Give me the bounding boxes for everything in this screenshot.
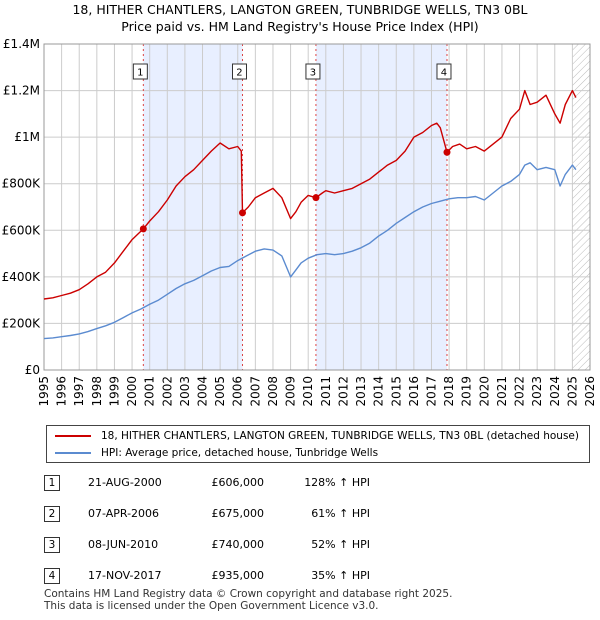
sale-point <box>312 194 320 202</box>
sale-number-label: 2 <box>236 68 242 79</box>
x-tick-label: 2002 <box>160 376 174 407</box>
sale-point <box>139 225 147 233</box>
chart-legend: 18, HITHER CHANTLERS, LANGTON GREEN, TUN… <box>46 425 590 463</box>
sale-date: 17-NOV-2017 <box>88 569 162 582</box>
ownership-highlight-band <box>315 44 447 370</box>
sale-row: 1 21-AUG-2000 £606,000 128% ↑ HPI <box>44 474 444 494</box>
sale-number-box <box>132 63 148 80</box>
chart-title-line-1: 18, HITHER CHANTLERS, LANGTON GREEN, TUN… <box>72 2 528 17</box>
legend-item-property: 18, HITHER CHANTLERS, LANGTON GREEN, TUN… <box>55 428 579 444</box>
x-tick-label: 2025 <box>565 376 579 407</box>
chart-subtitle: Price paid vs. HM Land Registry's House … <box>121 19 479 34</box>
ownership-highlight-band <box>143 44 243 370</box>
x-tick-label: 2023 <box>530 376 544 407</box>
sale-date: 08-JUN-2010 <box>88 538 159 551</box>
sale-row: 4 17-NOV-2017 £935,000 35% ↑ HPI <box>44 567 444 587</box>
sale-hpi-change: 128% ↑ HPI <box>304 476 370 489</box>
sale-row: 3 08-JUN-2010 £740,000 52% ↑ HPI <box>44 536 444 556</box>
sale-number-badge: 3 <box>44 537 60 553</box>
sale-price: £675,000 <box>211 507 265 520</box>
x-tick-label: 2011 <box>319 376 333 407</box>
x-tick-label: 2018 <box>442 376 456 407</box>
y-tick-label: £600K <box>2 223 42 237</box>
x-tick-label: 1997 <box>72 376 86 407</box>
sale-price: £740,000 <box>211 538 265 551</box>
x-tick-label: 2016 <box>407 376 421 407</box>
sale-hpi-change: 35% ↑ HPI <box>311 569 370 582</box>
property-price-line <box>43 89 577 300</box>
y-tick-label: £1.4M <box>3 37 40 51</box>
sale-price: £935,000 <box>211 569 265 582</box>
x-tick-label: 2010 <box>301 376 315 407</box>
projection-hatch-region <box>572 44 590 370</box>
sale-date: 21-AUG-2000 <box>88 476 162 489</box>
x-tick-label: 2006 <box>231 376 245 407</box>
x-tick-label: 2008 <box>266 376 280 407</box>
y-tick-label: £200K <box>2 316 42 330</box>
x-tick-label: 2009 <box>284 376 298 407</box>
x-tick-label: 2013 <box>354 376 368 407</box>
y-tick-label: £0 <box>25 363 40 377</box>
x-tick-label: 2003 <box>178 376 192 407</box>
hpi-line <box>43 162 577 340</box>
sale-number-box <box>305 63 321 80</box>
sale-row: 2 07-APR-2006 £675,000 61% ↑ HPI <box>44 505 444 525</box>
x-tick-label: 2021 <box>495 376 509 407</box>
x-tick-label: 1998 <box>90 376 104 407</box>
sale-number-box <box>436 63 452 80</box>
x-tick-label: 1999 <box>107 376 121 407</box>
sale-number-label: 1 <box>137 68 143 79</box>
sale-price: £606,000 <box>211 476 265 489</box>
y-tick-label: £400K <box>2 270 42 284</box>
footer-copyright: Contains HM Land Registry data © Crown c… <box>44 588 453 600</box>
x-tick-label: 2026 <box>583 376 597 407</box>
sale-number-label: 3 <box>310 68 316 79</box>
sale-number-box <box>231 63 247 80</box>
x-tick-label: 2012 <box>336 376 350 407</box>
x-tick-label: 1996 <box>55 376 69 407</box>
legend-label-property: 18, HITHER CHANTLERS, LANGTON GREEN, TUN… <box>101 430 579 442</box>
x-tick-label: 1995 <box>37 376 51 407</box>
sale-number-badge: 2 <box>44 506 60 522</box>
y-tick-label: £1M <box>14 130 40 144</box>
sale-number-badge: 1 <box>44 475 60 491</box>
sale-hpi-change: 61% ↑ HPI <box>311 507 370 520</box>
legend-swatch-property <box>55 435 91 437</box>
x-tick-label: 2015 <box>389 376 403 407</box>
x-tick-label: 2014 <box>372 376 386 407</box>
legend-item-hpi: HPI: Average price, detached house, Tunb… <box>55 445 378 461</box>
x-tick-label: 2022 <box>513 376 527 407</box>
x-tick-label: 2007 <box>248 376 262 407</box>
x-tick-label: 2020 <box>477 376 491 407</box>
chart-title: 18, HITHER CHANTLERS, LANGTON GREEN, TUN… <box>0 0 600 35</box>
legend-label-hpi: HPI: Average price, detached house, Tunb… <box>101 447 379 459</box>
x-tick-label: 2024 <box>548 376 562 407</box>
x-tick-label: 2004 <box>196 376 210 407</box>
plot-frame <box>43 43 591 371</box>
sale-hpi-change: 52% ↑ HPI <box>311 538 370 551</box>
price-chart: £0 £200K £400K £600K £800K £1M £1.2M £1.4M 1995 1… <box>2 37 597 407</box>
footer-licence: This data is licensed under the Open Gov… <box>44 600 379 612</box>
footer-attribution: Contains HM Land Registry data © Crown c… <box>44 588 452 612</box>
y-tick-label: £800K <box>2 177 42 191</box>
sale-date: 07-APR-2006 <box>88 507 160 520</box>
x-tick-label: 2000 <box>125 376 139 407</box>
x-tick-label: 2019 <box>460 376 474 407</box>
x-tick-label: 2001 <box>143 376 157 407</box>
legend-swatch-hpi <box>55 452 91 454</box>
sale-number-badge: 4 <box>44 568 60 584</box>
sale-point <box>443 148 451 156</box>
x-tick-label: 2005 <box>213 376 227 407</box>
y-tick-label: £1.2M <box>3 84 40 98</box>
sale-number-label: 4 <box>441 68 447 79</box>
sale-point <box>238 209 246 217</box>
x-tick-label: 2017 <box>424 376 438 407</box>
